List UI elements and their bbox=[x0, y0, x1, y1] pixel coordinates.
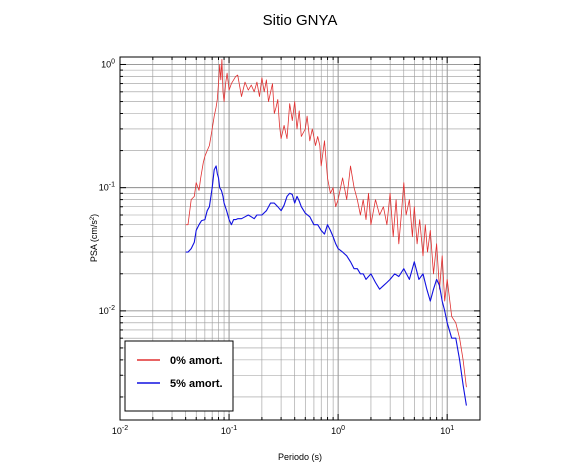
legend: 0% amort. 5% amort. bbox=[124, 340, 234, 412]
y-axis-label: PSA (cm/s2) bbox=[89, 214, 99, 262]
y-tick-label: 10-1 bbox=[99, 182, 115, 193]
series-layer bbox=[185, 59, 467, 406]
legend-label-1: 5% amort. bbox=[170, 378, 223, 390]
legend-box bbox=[124, 340, 234, 412]
y-tick-label: 100 bbox=[101, 58, 115, 69]
x-axis-label: Periodo (s) bbox=[278, 452, 322, 462]
legend-label-0: 0% amort. bbox=[170, 355, 223, 367]
series-line-1 bbox=[185, 165, 467, 406]
y-tick-label: 10-2 bbox=[99, 305, 115, 316]
chart-title: Sitio GNYA bbox=[263, 12, 338, 29]
plot-frame bbox=[119, 56, 481, 421]
x-tick-label: 101 bbox=[440, 425, 454, 436]
x-tick-label: 100 bbox=[331, 425, 345, 436]
series-line-0 bbox=[185, 59, 467, 388]
grid bbox=[119, 57, 481, 420]
x-tick-label: 10-2 bbox=[112, 425, 128, 436]
y-tick-labels: 10-2 10-1 100 bbox=[99, 58, 115, 315]
x-tick-labels: 10-2 10-1 100 101 bbox=[112, 425, 454, 436]
x-tick-label: 10-1 bbox=[221, 425, 237, 436]
